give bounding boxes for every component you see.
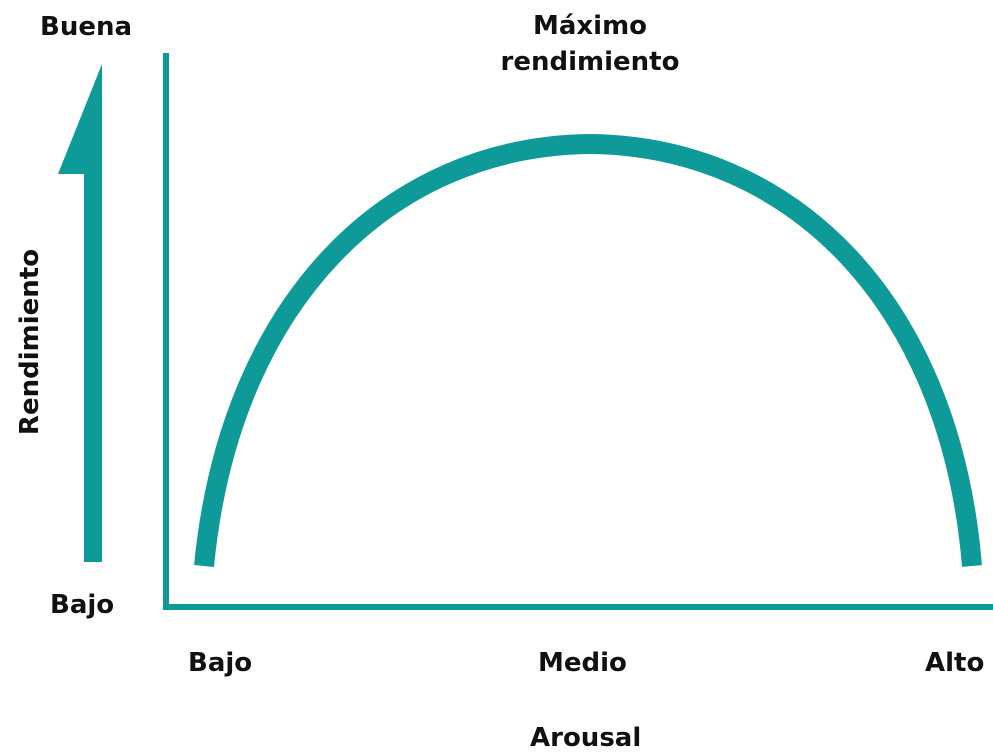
x-low-label: Bajo (188, 650, 252, 676)
y-axis-title: Rendimiento (15, 249, 45, 435)
x-axis-title: Arousal (530, 725, 641, 751)
x-mid-label: Medio (538, 650, 627, 676)
peak-label-line2: rendimiento (470, 44, 710, 80)
x-high-label: Alto (925, 650, 984, 676)
y-bottom-label: Bajo (50, 592, 114, 618)
inverted-u-curve (204, 144, 972, 566)
y-top-label: Buena (40, 14, 132, 40)
performance-arrow (58, 64, 102, 562)
arrow-head (58, 64, 102, 174)
arrow-shaft (84, 172, 102, 562)
peak-label-line1: Máximo (470, 8, 710, 44)
peak-label: Máximo rendimiento (470, 8, 710, 80)
